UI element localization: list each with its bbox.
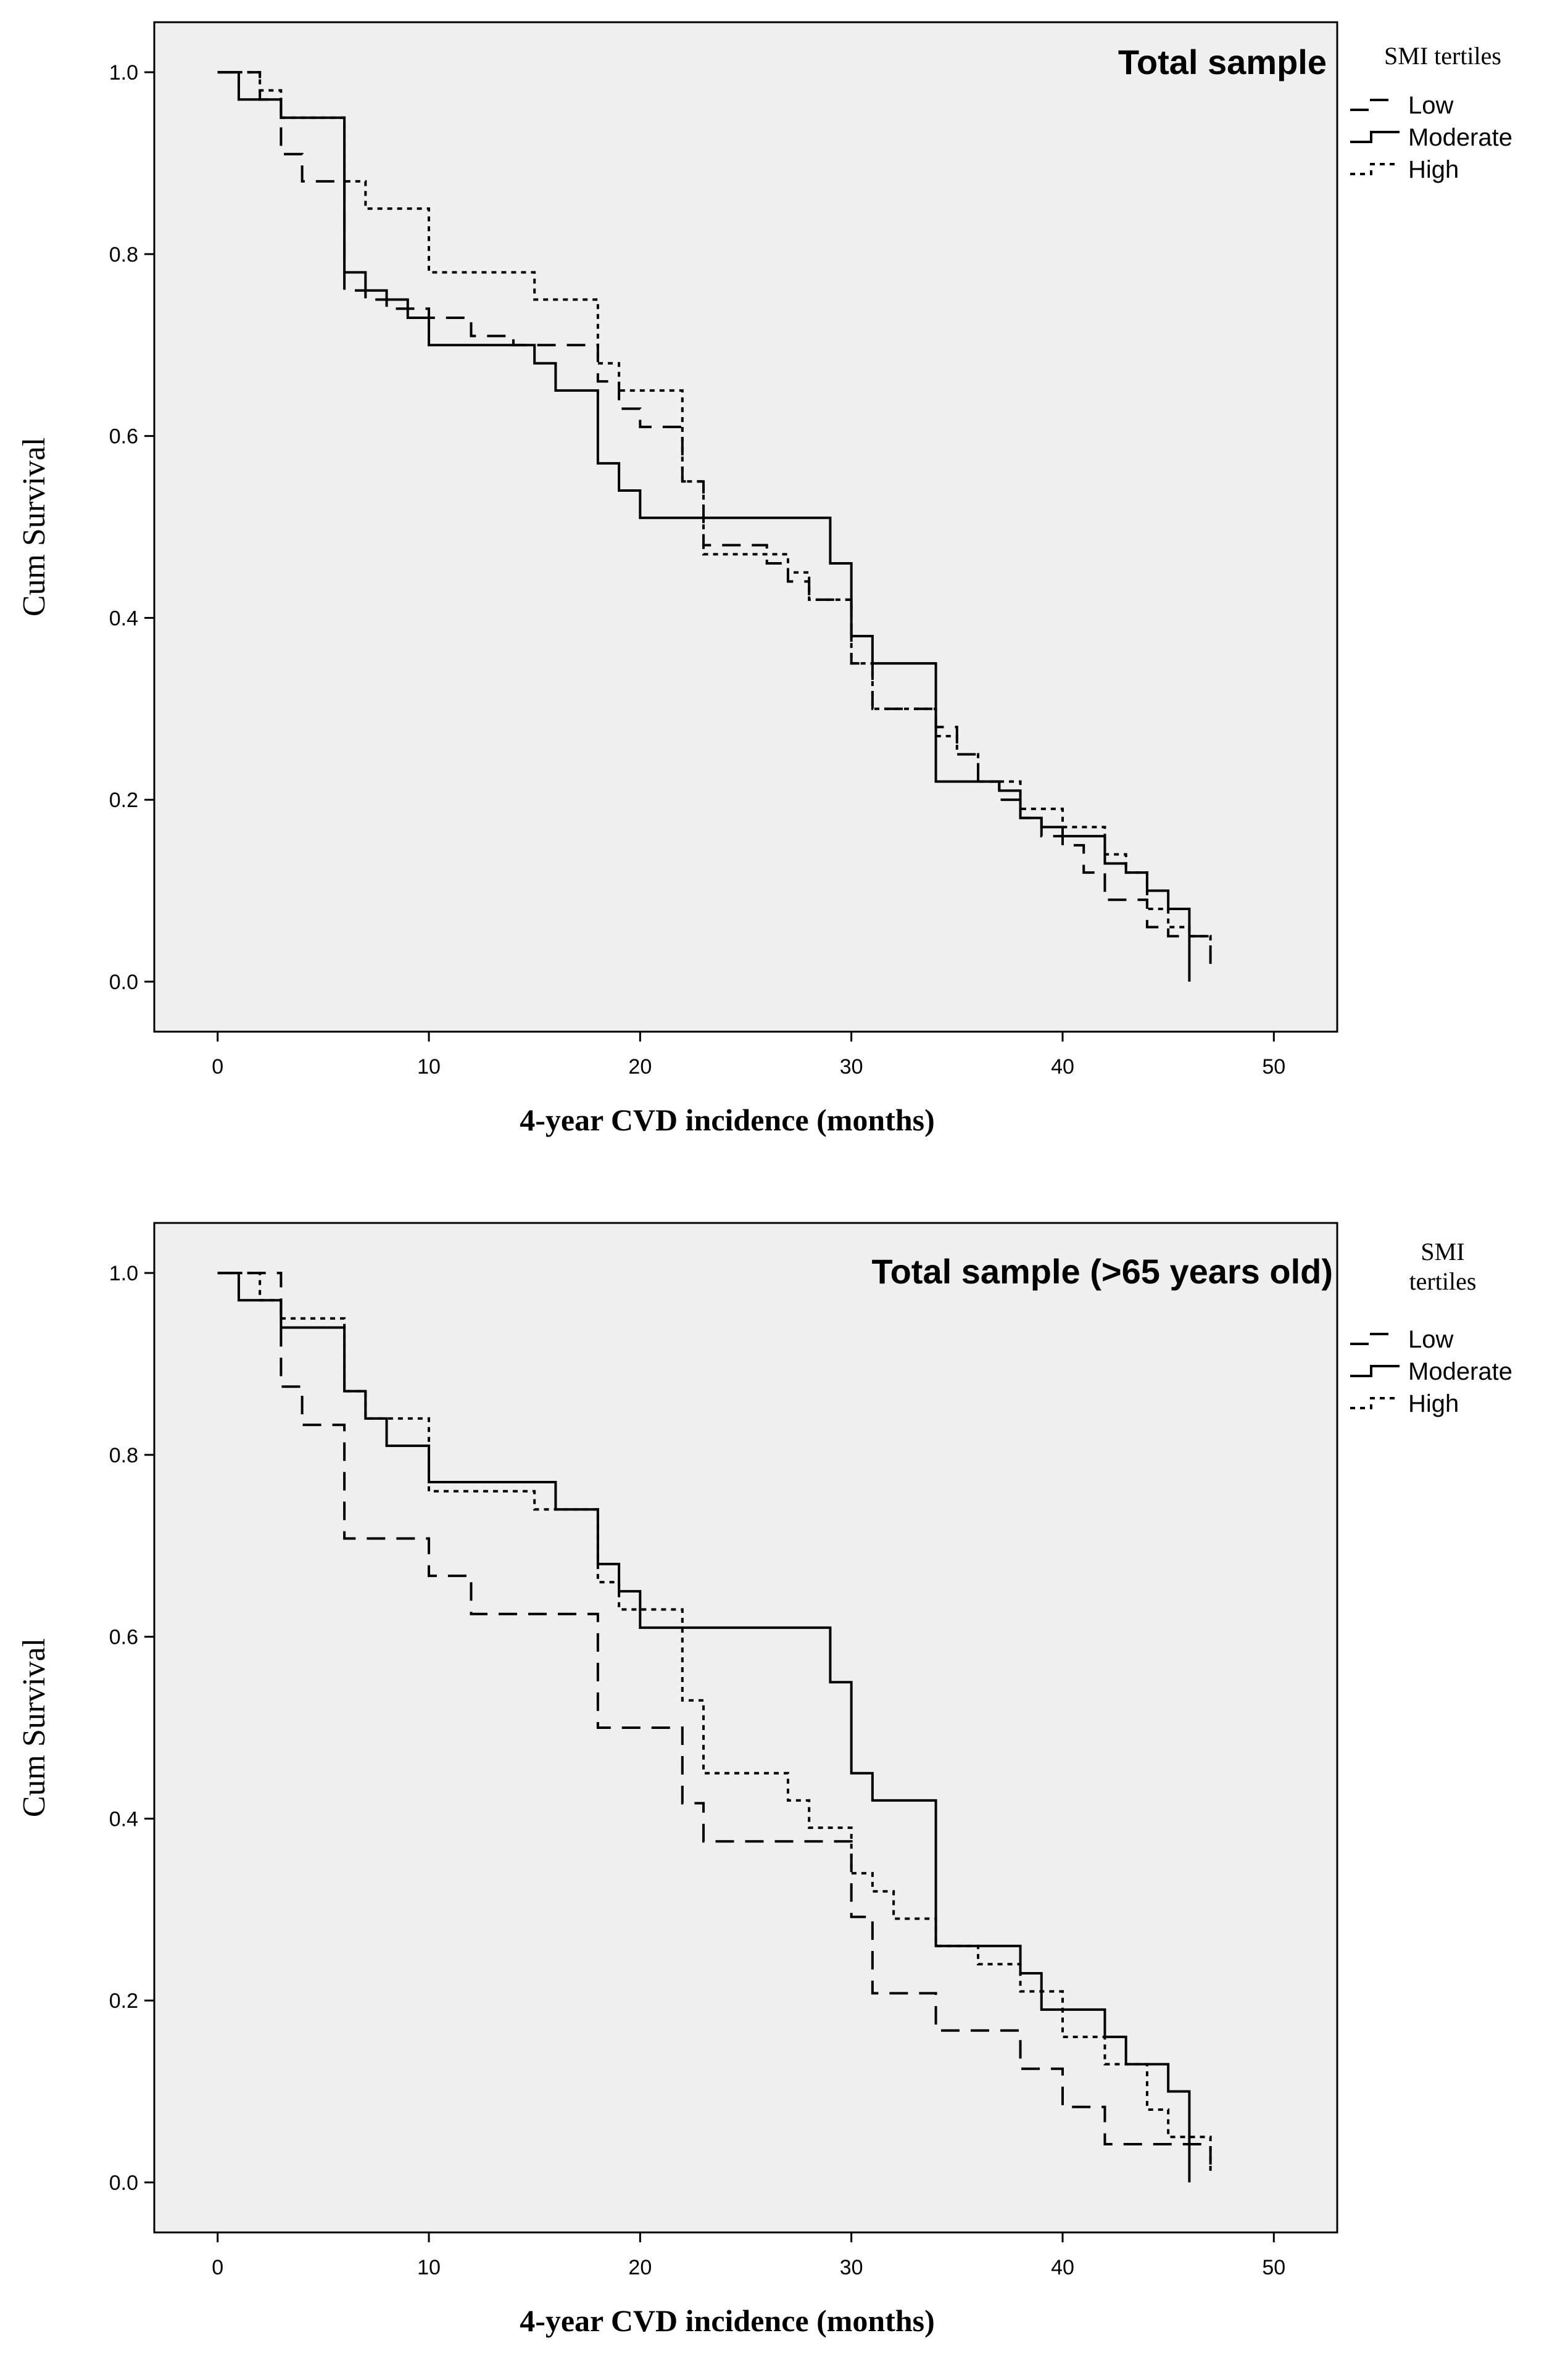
legend-title: tertiles [1409, 1267, 1477, 1295]
plot-area [153, 1222, 1338, 2234]
legend-label-moderate: Moderate [1408, 124, 1512, 151]
legend-swatch-high [1350, 1397, 1400, 1409]
y-tick-label: 1.0 [109, 1262, 138, 1285]
legend-swatch-high [1350, 163, 1400, 175]
series-line-low [217, 1272, 1212, 2174]
x-axis-label: 4-year CVD incidence (months) [520, 2303, 935, 2338]
x-tick-label: 10 [417, 2256, 441, 2279]
legend-label-low: Low [1408, 92, 1453, 119]
y-tick-label: 0.8 [109, 243, 138, 267]
y-tick-label: 0.0 [109, 2171, 138, 2195]
legend-swatch-low [1350, 99, 1400, 111]
legend-label-high: High [1408, 156, 1459, 183]
x-tick-label: 20 [628, 2256, 652, 2279]
y-tick-label: 0.2 [109, 789, 138, 812]
chart-panel-1: 0 10 20 30 40 50 0.0 0.2 0.4 0.6 0.8 1.0 4-year CVD … [17, 21, 1512, 1137]
y-tick-label: 0.2 [109, 1989, 138, 2013]
legend-swatch-low [1350, 1333, 1400, 1345]
y-tick-label: 0.6 [109, 425, 138, 449]
y-tick-label: 1.0 [109, 61, 138, 85]
y-axis-label: Cum Survival [17, 437, 52, 616]
plot-area [153, 21, 1338, 1033]
x-axis-label: 4-year CVD incidence (months) [520, 1103, 935, 1137]
x-tick-label: 40 [1051, 2256, 1074, 2279]
y-tick-label: 0.8 [109, 1444, 138, 1467]
legend-swatch-moderate [1350, 131, 1400, 143]
series-line-low [217, 71, 1212, 973]
chart-panel-2: 0 10 20 30 40 50 0.0 0.2 0.4 0.6 0.8 1.0 4-year CVD … [17, 1222, 1512, 2338]
y-tick-label: 0.6 [109, 1626, 138, 1649]
legend-title: SMI [1421, 1238, 1464, 1266]
x-tick-label: 0 [212, 1055, 223, 1079]
series-line-high [217, 71, 1212, 945]
x-tick-label: 0 [212, 2256, 223, 2279]
series-line-high [217, 1272, 1212, 2174]
chart-title: Total sample (>65 years old) [872, 1252, 1333, 1291]
legend: SMI tertiles Low Moderate High [1350, 42, 1512, 183]
y-tick-label: 0.4 [109, 1807, 138, 1831]
y-tick-label: 0.4 [109, 607, 138, 630]
chart-title: Total sample [1118, 43, 1327, 81]
legend-label-moderate: Moderate [1408, 1358, 1512, 1385]
x-tick-label: 50 [1262, 2256, 1285, 2279]
legend-swatch-moderate [1350, 1365, 1400, 1377]
y-axis-label: Cum Survival [17, 1638, 52, 1817]
x-tick-label: 50 [1262, 1055, 1285, 1079]
y-tick-label: 0.0 [109, 971, 138, 994]
x-tick-label: 40 [1051, 1055, 1074, 1079]
legend-title: SMI tertiles [1384, 42, 1501, 70]
x-tick-label: 30 [840, 1055, 863, 1079]
legend-label-high: High [1408, 1390, 1459, 1417]
legend-label-low: Low [1408, 1326, 1453, 1353]
x-tick-label: 20 [628, 1055, 652, 1079]
x-tick-label: 30 [840, 2256, 863, 2279]
x-tick-label: 10 [417, 1055, 441, 1079]
